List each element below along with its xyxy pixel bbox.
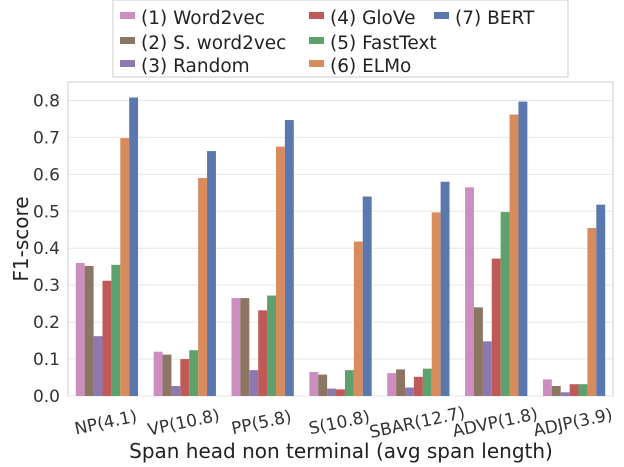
bar [405,387,414,396]
x-axis-title: Span head non terminal (avg span length) [129,439,553,463]
y-tick-label: 0.0 [33,387,60,407]
bar [353,241,363,396]
y-tick-label: 0.8 [33,91,60,111]
bar [267,295,276,396]
bar [482,341,492,396]
bar [129,97,139,397]
bar [207,151,216,396]
y-tick-label: 0.4 [33,239,60,259]
bar [84,265,94,396]
bar [240,298,250,396]
x-tick-label: PP(5.8) [230,407,294,439]
bar [309,371,319,396]
bar [189,350,199,396]
bar [473,307,483,396]
y-tick-label: 0.5 [33,202,60,222]
x-tick-labels: NP(4.1) VP(10.8) PP(5.8) S(10.8)SBAR(12.7)A… [73,403,615,443]
bar [171,386,181,396]
bar [258,310,268,396]
legend-swatch [309,60,324,67]
x-tick-label: NP(4.1) [73,407,139,440]
legend-label: (4) GloVe [330,8,415,29]
bar [413,376,423,396]
bar [284,120,294,396]
bar [344,370,354,396]
bar [362,196,372,396]
y-tick-label: 0.2 [33,313,60,333]
legend-label: (7) BERT [455,8,535,29]
y-tick-labels: 0.0 0.1 0.2 0.3 0.4 0.5 0.6 0.7 0.8 [33,91,60,407]
legend-swatch [309,37,324,44]
bar [198,178,208,396]
legend-swatch [120,12,135,19]
y-tick-label: 0.6 [33,165,60,185]
bar [431,212,441,396]
bar [500,212,510,396]
y-tick-label: 0.1 [33,350,60,370]
bar [578,384,588,396]
legend-swatch [120,37,135,44]
legend: (1) Word2vec (2) S. word2vec(3) Random (4)… [112,0,569,78]
legend-swatch [309,12,324,19]
bar [153,351,163,396]
legend-swatch [120,60,135,67]
legend-label: (1) Word2vec [141,8,265,29]
plot-area [67,81,614,397]
bar [560,392,570,396]
bar [422,368,432,396]
bar [93,336,103,396]
x-tick-label: ADJP(3.9) [532,405,615,441]
y-tick-label: 0.7 [33,128,60,148]
bar [542,379,552,396]
bar [491,258,501,396]
bar [509,114,519,396]
legend-label: (3) Random [141,56,250,77]
bar [120,138,130,397]
bar [318,374,328,396]
bar [569,384,579,396]
bar [387,373,397,396]
bar [111,264,121,396]
bar [587,227,597,396]
bars [75,97,606,397]
bar [440,181,450,396]
bar [249,370,259,396]
bar [336,389,345,396]
x-tick-label: S(10.8) [307,407,372,439]
legend-label: (6) ELMo [330,56,411,77]
bar [231,298,241,396]
bar [75,263,85,396]
x-tick-label: VP(10.8) [146,406,222,441]
bar [518,101,528,396]
y-tick-label: 0.3 [33,276,60,296]
bar [465,187,474,396]
bar [275,146,285,396]
bar [551,386,561,396]
legend-swatch [434,12,449,19]
legend-label: (5) FastText [330,33,437,54]
legend-box [112,0,569,78]
bar [396,369,406,396]
bar [327,388,337,396]
bar [596,204,606,396]
legend-label: (2) S. word2vec [141,33,286,54]
bar [102,280,112,396]
y-axis-title: F1-score [9,196,33,281]
bar [180,359,190,396]
bar [162,354,172,396]
